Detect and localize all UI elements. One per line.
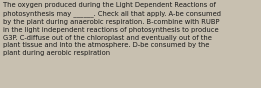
Text: The oxygen produced during the Light Dependent Reactions of
photosynthesis may _: The oxygen produced during the Light Dep… xyxy=(3,2,221,56)
